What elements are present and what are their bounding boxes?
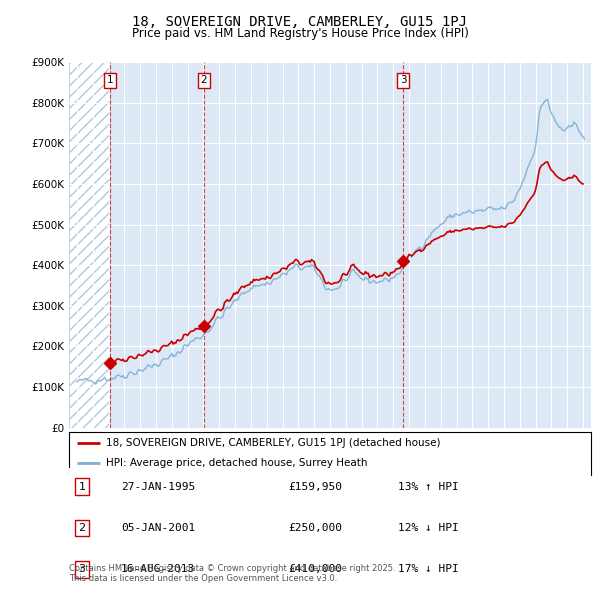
- Bar: [69, 62, 110, 428]
- Text: 18, SOVEREIGN DRIVE, CAMBERLEY, GU15 1PJ (detached house): 18, SOVEREIGN DRIVE, CAMBERLEY, GU15 1PJ…: [106, 438, 440, 448]
- Text: 2: 2: [79, 523, 86, 533]
- Text: 17% ↓ HPI: 17% ↓ HPI: [398, 565, 458, 574]
- Text: 18, SOVEREIGN DRIVE, CAMBERLEY, GU15 1PJ: 18, SOVEREIGN DRIVE, CAMBERLEY, GU15 1PJ: [133, 15, 467, 29]
- Text: £250,000: £250,000: [288, 523, 342, 533]
- Text: 1: 1: [79, 482, 86, 491]
- Text: £159,950: £159,950: [288, 482, 342, 491]
- Text: 05-JAN-2001: 05-JAN-2001: [121, 523, 196, 533]
- Text: HPI: Average price, detached house, Surrey Heath: HPI: Average price, detached house, Surr…: [106, 458, 367, 468]
- Text: Contains HM Land Registry data © Crown copyright and database right 2025.
This d: Contains HM Land Registry data © Crown c…: [69, 563, 395, 583]
- Text: 3: 3: [400, 76, 406, 85]
- Text: Price paid vs. HM Land Registry's House Price Index (HPI): Price paid vs. HM Land Registry's House …: [131, 27, 469, 40]
- Text: 16-AUG-2013: 16-AUG-2013: [121, 565, 196, 574]
- Text: £410,000: £410,000: [288, 565, 342, 574]
- Text: 27-JAN-1995: 27-JAN-1995: [121, 482, 196, 491]
- Text: 1: 1: [106, 76, 113, 85]
- Text: 12% ↓ HPI: 12% ↓ HPI: [398, 523, 458, 533]
- Text: 3: 3: [79, 565, 86, 574]
- Text: 13% ↑ HPI: 13% ↑ HPI: [398, 482, 458, 491]
- Text: 2: 2: [200, 76, 207, 85]
